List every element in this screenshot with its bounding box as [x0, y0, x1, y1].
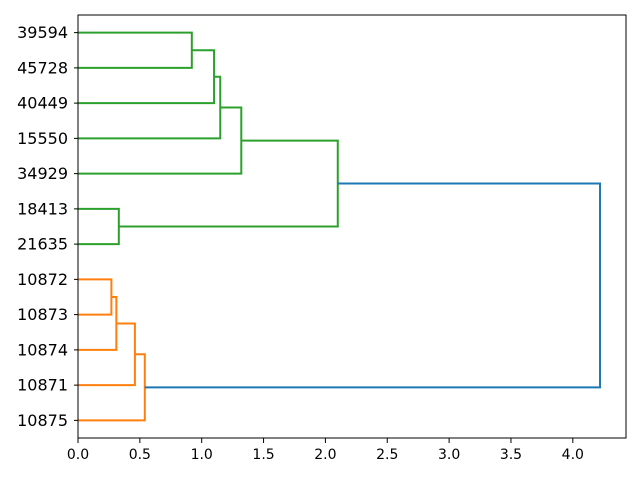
x-tick-label: 0.5	[129, 447, 151, 463]
dendrogram-link-A	[78, 31, 193, 69]
x-tick-label: 1.0	[191, 447, 213, 463]
leaf-label-10874: 10874	[17, 340, 68, 359]
dendrogram-link-E	[78, 207, 120, 246]
leaf-label-34929: 34929	[17, 164, 68, 183]
dendrogram-link-B	[78, 49, 216, 105]
x-tick-label: 1.5	[252, 447, 274, 463]
leaf-label-39594: 39594	[17, 23, 68, 42]
leaf-label-40449: 40449	[17, 94, 68, 113]
leaf-label-10873: 10873	[17, 305, 68, 324]
leaf-label-18413: 18413	[17, 199, 68, 218]
dendrogram-link-K	[144, 182, 602, 389]
dendrogram-link-G	[78, 278, 113, 316]
leaf-label-15550: 15550	[17, 129, 68, 148]
leaf-label-10872: 10872	[17, 270, 68, 289]
dendrogram-link-F	[118, 139, 339, 228]
x-tick-label: 3.0	[438, 447, 460, 463]
leaf-label-10875: 10875	[17, 411, 68, 430]
leaf-label-21635: 21635	[17, 235, 68, 254]
dendrogram-link-C	[78, 75, 222, 140]
x-tick-label: 2.5	[376, 447, 398, 463]
x-tick-label: 4.0	[562, 447, 584, 463]
dendrogram-link-J	[78, 353, 146, 422]
x-tick-label: 3.5	[500, 447, 522, 463]
dendrogram-link-I	[78, 322, 136, 387]
x-tick-label: 0.0	[67, 447, 89, 463]
x-tick-label: 2.0	[314, 447, 336, 463]
leaf-label-10871: 10871	[17, 376, 68, 395]
axes-frame	[77, 14, 627, 439]
dendrogram-link-D	[78, 106, 243, 175]
leaf-label-45728: 45728	[17, 58, 68, 77]
